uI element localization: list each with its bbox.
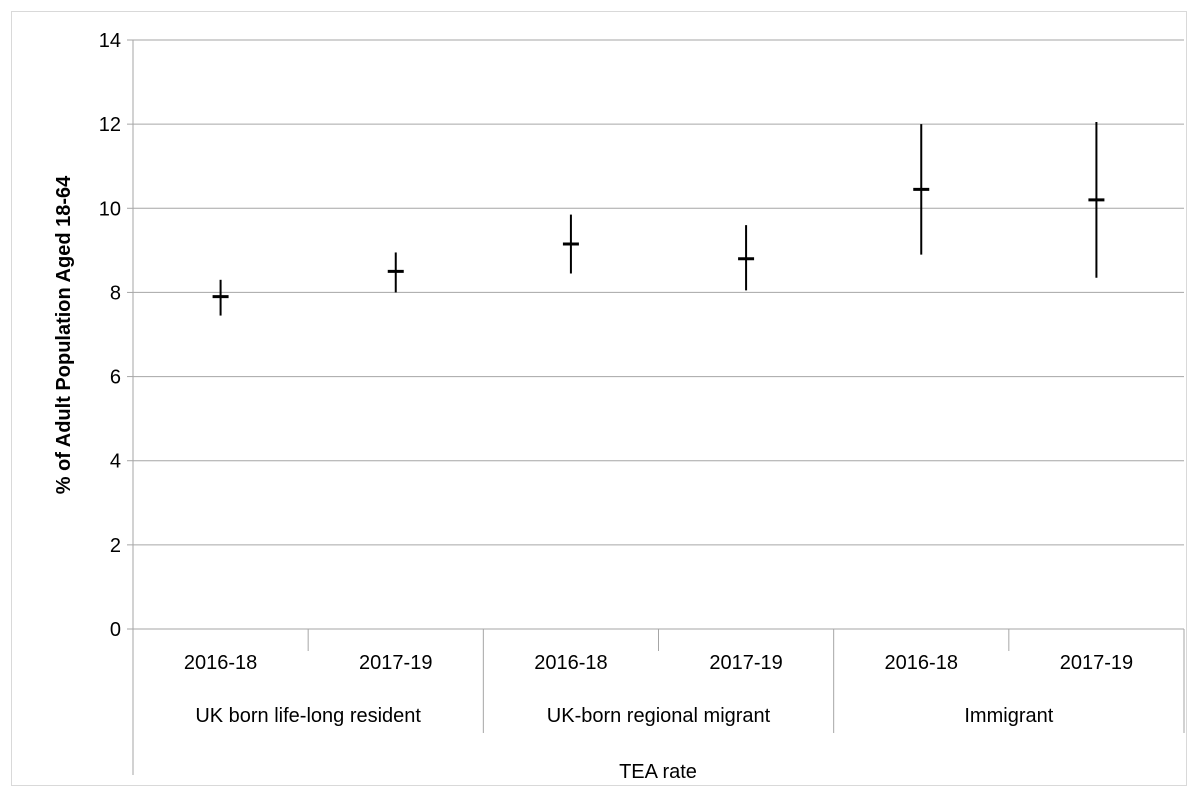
y-tick-label: 6	[110, 367, 121, 389]
error-bar	[1088, 122, 1105, 278]
gridlines	[133, 39, 1184, 546]
error-bar	[212, 279, 229, 316]
error-bar	[562, 214, 579, 274]
x-tick-label: 2017-19	[709, 652, 782, 674]
y-axis-label: % of Adult Population Aged 18-64	[53, 175, 75, 494]
x-tick-label: 2017-19	[1060, 652, 1133, 674]
y-tick-label: 8	[110, 282, 121, 304]
y-tick-label: 14	[99, 30, 121, 52]
group-label: UK-born regional migrant	[547, 705, 771, 727]
x-tick-label: 2016-18	[885, 652, 958, 674]
error-bar	[738, 225, 755, 291]
y-axis: 0 2 4 6 8 10 12 14	[99, 30, 134, 775]
group-label: UK born life-long resident	[195, 705, 421, 727]
error-bar	[387, 252, 404, 293]
x-tick-label: 2017-19	[359, 652, 432, 674]
y-tick-label: 2	[110, 535, 121, 557]
chart-frame	[11, 11, 1187, 786]
y-tick-label: 10	[99, 198, 121, 220]
y-tick-label: 0	[110, 619, 121, 641]
x-axis: 2016-18 2017-19 UK born life-long resident…	[133, 628, 1185, 733]
x-axis-label: TEA rate	[619, 761, 697, 783]
y-tick-label: 4	[110, 451, 121, 473]
x-tick-label: 2016-18	[184, 652, 257, 674]
x-tick-label: 2016-18	[534, 652, 607, 674]
y-tick-label: 12	[99, 114, 121, 136]
error-bars	[212, 122, 1105, 316]
group-label: Immigrant	[964, 705, 1053, 727]
error-bar	[913, 124, 930, 255]
